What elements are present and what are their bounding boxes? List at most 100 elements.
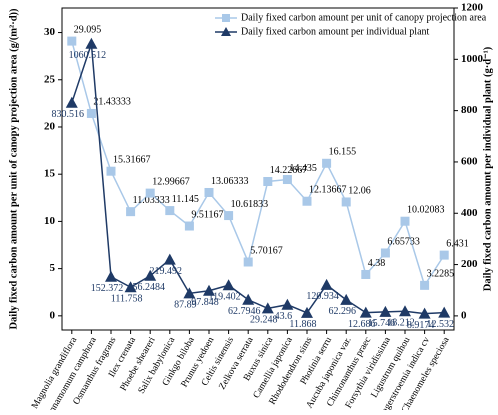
value-label: 10.02083 bbox=[407, 205, 445, 216]
series-line bbox=[71, 43, 445, 315]
point bbox=[438, 306, 451, 318]
point bbox=[106, 166, 116, 176]
y-tick-label: 5 bbox=[50, 262, 56, 274]
value-label: 12.532 bbox=[426, 319, 454, 330]
point bbox=[261, 302, 274, 314]
point bbox=[184, 221, 194, 231]
point bbox=[439, 250, 449, 260]
value-label: 13.06333 bbox=[211, 176, 249, 187]
point bbox=[163, 253, 176, 265]
y2-tick-label: 200 bbox=[461, 258, 478, 270]
value-label: 5.70167 bbox=[250, 245, 283, 256]
point bbox=[124, 281, 137, 293]
legend-label: Daily fixed carbon amount per individual… bbox=[241, 26, 430, 37]
point bbox=[222, 279, 235, 291]
value-label: 21.43333 bbox=[93, 97, 130, 108]
value-label: 1060.512 bbox=[69, 50, 107, 61]
value-label: 14.435 bbox=[289, 163, 317, 174]
point bbox=[340, 293, 353, 305]
point bbox=[224, 211, 234, 221]
value-label: 830.516 bbox=[52, 109, 85, 120]
point bbox=[301, 306, 313, 318]
value-label: 11.03333 bbox=[133, 195, 170, 206]
value-label: 219.492 bbox=[150, 266, 183, 277]
point bbox=[183, 287, 196, 299]
point bbox=[302, 196, 312, 206]
value-label: 16.155 bbox=[329, 147, 357, 158]
value-label: 14.22667 bbox=[270, 165, 308, 176]
value-label: 62.296 bbox=[328, 306, 356, 317]
point bbox=[105, 270, 117, 282]
y-tick-label: 10 bbox=[44, 215, 56, 227]
point bbox=[361, 269, 371, 279]
point bbox=[144, 269, 157, 281]
plot-frame bbox=[61, 7, 455, 331]
point bbox=[400, 216, 410, 226]
point bbox=[420, 280, 430, 290]
value-label: 87.89 bbox=[174, 300, 197, 311]
y-tick-label: 25 bbox=[44, 73, 56, 85]
point bbox=[359, 306, 372, 318]
value-label: 119.402 bbox=[209, 292, 241, 303]
point bbox=[418, 307, 431, 319]
y2-tick-label: 0 bbox=[461, 309, 467, 321]
point bbox=[203, 284, 215, 296]
value-label: 152.372 bbox=[91, 283, 124, 294]
point bbox=[379, 305, 392, 317]
point bbox=[263, 176, 273, 186]
point bbox=[126, 207, 136, 217]
point bbox=[145, 188, 155, 198]
value-label: 43.6 bbox=[275, 311, 293, 322]
value-label: 12.06 bbox=[348, 185, 371, 196]
value-label: 11.868 bbox=[289, 319, 316, 330]
legend-marker bbox=[221, 27, 231, 36]
value-label: 29.248 bbox=[250, 315, 278, 326]
value-label: 11.145 bbox=[172, 194, 199, 205]
value-label: 97.848 bbox=[191, 297, 219, 308]
y-tick-label: 15 bbox=[44, 168, 56, 180]
point bbox=[322, 158, 332, 168]
point bbox=[85, 37, 98, 49]
point bbox=[242, 293, 255, 305]
value-label: 156.2484 bbox=[127, 282, 165, 293]
value-label: 29.095 bbox=[74, 24, 102, 35]
value-label: 9.51167 bbox=[191, 209, 223, 220]
value-label: 111.758 bbox=[111, 294, 143, 305]
y2-axis-label: Daily fixed carbon amount per individual… bbox=[482, 46, 493, 291]
point bbox=[341, 197, 351, 207]
y-tick-label: 30 bbox=[44, 26, 56, 38]
legend-label: Daily fixed carbon amount per unit of ca… bbox=[241, 12, 487, 23]
y2-tick-label: 1000 bbox=[461, 53, 484, 65]
point bbox=[67, 36, 77, 46]
point bbox=[320, 278, 333, 290]
point bbox=[165, 206, 175, 216]
value-label: 6.65733 bbox=[387, 236, 420, 247]
y2-tick-label: 400 bbox=[461, 207, 478, 219]
point bbox=[243, 257, 253, 267]
y-axis-label: Daily fixed carbon amount per unit of ca… bbox=[8, 8, 19, 330]
value-label: 4.38 bbox=[368, 258, 386, 269]
point bbox=[399, 305, 411, 317]
point bbox=[281, 298, 294, 310]
y-tick-label: 0 bbox=[50, 309, 56, 321]
value-label: 12.686 bbox=[348, 319, 376, 330]
value-label: 120.934 bbox=[306, 291, 339, 302]
point bbox=[65, 96, 78, 108]
value-label: 10.61833 bbox=[231, 199, 269, 210]
value-label: 6.431 bbox=[446, 238, 469, 249]
legend-marker bbox=[222, 14, 230, 22]
y2-tick-label: 1200 bbox=[461, 2, 484, 14]
value-label: 62.7946 bbox=[228, 306, 261, 317]
value-label: 15.746 bbox=[368, 318, 396, 329]
y-tick-label: 20 bbox=[44, 121, 56, 133]
value-label: 12.13667 bbox=[309, 185, 347, 196]
value-label: 15.31667 bbox=[113, 155, 151, 166]
value-label: 18.212 bbox=[387, 318, 415, 329]
point bbox=[380, 248, 390, 258]
value-label: 8.9174 bbox=[407, 320, 435, 331]
value-label: 12.99667 bbox=[152, 176, 190, 187]
point bbox=[86, 108, 96, 118]
point bbox=[282, 175, 292, 185]
y2-tick-label: 600 bbox=[461, 155, 478, 167]
